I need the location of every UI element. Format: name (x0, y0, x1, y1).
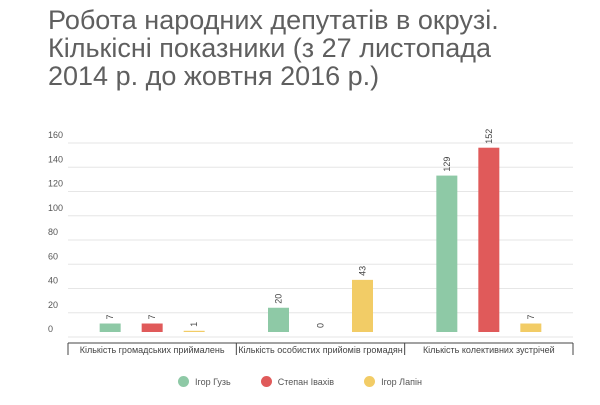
legend-label-lapin: Ігор Лапін (381, 376, 422, 387)
chart-title-line-3: 2014 р. до жовтня 2016 р.) (48, 61, 380, 91)
data-label-s0-c1: 20 (274, 294, 284, 304)
legend-label-guz: Ігор Гузь (195, 376, 231, 387)
legend-item-ivakhiv: Степан Івахів (260, 376, 335, 387)
bar-s2-c0 (183, 330, 205, 332)
x-tick-label-2: Кількість колективних зустрічей (423, 345, 555, 355)
bar-s1-c0 (141, 323, 163, 332)
data-label-s1-c1: 0 (316, 323, 326, 328)
chart-title: Робота народних депутатів в окрузі. Кіль… (48, 6, 593, 90)
y-tick-label-20: 20 (48, 300, 58, 310)
y-tick-label-100: 100 (48, 203, 63, 213)
y-tick-label-60: 60 (48, 251, 58, 261)
legend-swatch-lapin (364, 376, 376, 387)
chart-title-line-2: Кількісні показники (з 27 листопада (48, 33, 492, 63)
bar-s0-c2 (436, 175, 458, 332)
data-label-s0-c0: 7 (105, 314, 115, 319)
chart-title-line-1: Робота народних депутатів в окрузі. (48, 5, 499, 35)
y-tick-label-80: 80 (48, 227, 58, 237)
legend-swatch-guz (178, 376, 190, 387)
bar-s1-c2 (478, 147, 500, 332)
legend-label-ivakhiv: Степан Івахів (277, 376, 335, 387)
data-label-s2-c0: 1 (189, 322, 199, 327)
legend-swatch-ivakhiv (260, 376, 272, 387)
data-label-s1-c0: 7 (147, 314, 157, 319)
bar-s2-c1 (352, 279, 373, 332)
y-tick-label-40: 40 (48, 276, 58, 286)
data-label-s2-c1: 43 (358, 266, 368, 276)
bar-s0-c1 (268, 307, 289, 332)
bar-s0-c0 (99, 323, 121, 332)
chart-legend: Ігор Гузь Степан Івахів Ігор Лапін (0, 376, 600, 387)
legend-item-lapin: Ігор Лапін (364, 376, 422, 387)
data-label-s2-c2: 7 (526, 314, 536, 319)
data-label-s1-c2: 152 (484, 129, 494, 144)
bar-s2-c2 (520, 323, 542, 332)
y-tick-label-120: 120 (48, 179, 63, 189)
x-tick-label-1: Кількість особистих прийомів громадян (238, 345, 402, 355)
y-tick-label-0: 0 (48, 324, 53, 334)
data-label-s0-c2: 129 (442, 157, 452, 172)
legend-item-guz: Ігор Гузь (178, 376, 231, 387)
y-tick-label-160: 160 (48, 130, 63, 140)
y-tick-label-140: 140 (48, 154, 63, 164)
x-tick-label-0: Кількість громадських приймалень (80, 345, 225, 355)
